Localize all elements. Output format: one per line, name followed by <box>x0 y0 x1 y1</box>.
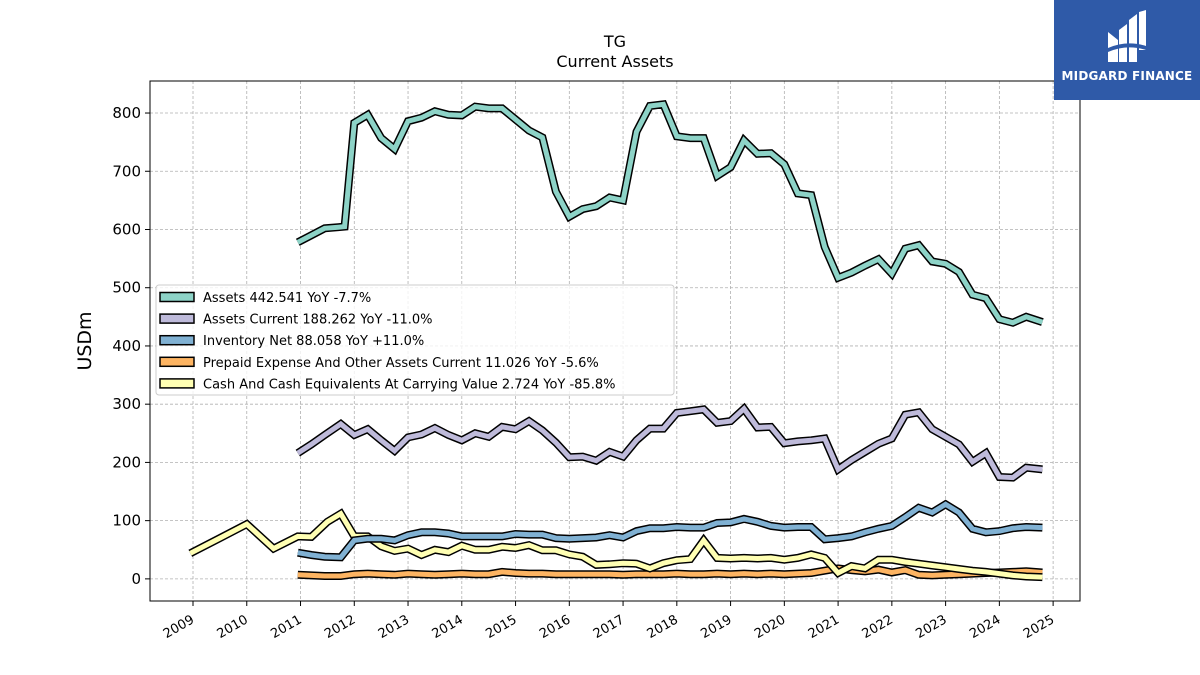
series-line <box>296 405 1043 481</box>
y-axis-label: USDm <box>74 311 96 370</box>
y-tick-label: 700 <box>112 162 141 180</box>
plot-frame <box>149 80 1081 602</box>
legend-label: Assets Current 188.262 YoY -11.0% <box>203 313 433 328</box>
legend-label: Cash And Cash Equivalents At Carrying Va… <box>203 377 615 392</box>
y-tick-label: 400 <box>112 337 141 355</box>
legend-swatch <box>159 291 195 303</box>
series-line <box>189 510 1043 580</box>
series-line <box>296 101 1044 326</box>
chart-title: TG <box>603 32 626 51</box>
legend-swatch <box>159 356 195 368</box>
legend-label: Prepaid Expense And Other Assets Current… <box>203 356 599 371</box>
midgard-logo-mark-icon <box>1108 10 1146 62</box>
y-tick-label: 800 <box>112 104 141 122</box>
series-line <box>297 565 1043 579</box>
legend-swatch <box>159 378 195 389</box>
legend-swatch <box>159 334 195 346</box>
legend-label: Inventory Net 88.058 YoY +11.0% <box>203 334 424 349</box>
y-tick-label: 300 <box>112 395 141 413</box>
legend: Assets 442.541 YoY -7.7% Assets Current 1… <box>155 284 675 396</box>
legend-label: Assets 442.541 YoY -7.7% <box>203 291 371 306</box>
legend-swatch <box>159 313 195 324</box>
y-tick-label: 0 <box>131 570 141 588</box>
brand-logo: MIDGARD FINANCE <box>1054 0 1200 100</box>
plot-area <box>188 99 1044 582</box>
y-tick-label: 100 <box>112 512 141 530</box>
y-tick-label: 500 <box>112 279 141 297</box>
y-tick-label: 600 <box>112 220 141 238</box>
chart-subtitle: Current Assets <box>556 52 673 71</box>
legend-box <box>155 284 675 396</box>
series-line <box>297 501 1043 560</box>
brand-name: MIDGARD FINANCE <box>1061 69 1193 83</box>
y-axis: 0 100 200 300 400 500 600 700 800 <box>112 104 150 588</box>
y-tick-label: 200 <box>112 453 141 471</box>
